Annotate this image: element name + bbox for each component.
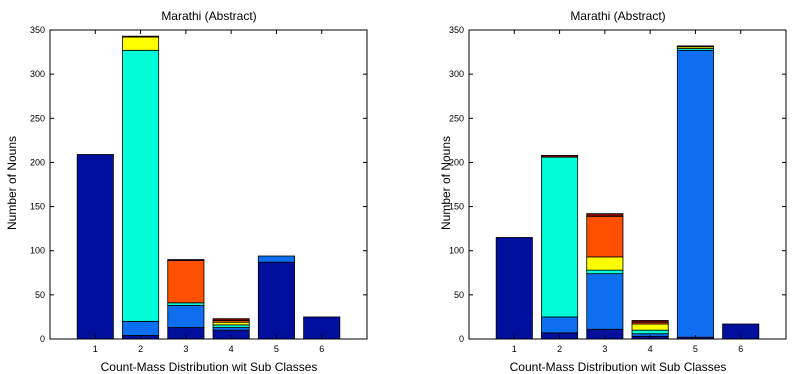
bar-segment <box>122 36 160 51</box>
bar-segment <box>586 215 624 258</box>
bar-segment <box>167 259 205 261</box>
x-tick-label: 3 <box>602 344 607 354</box>
bar-segment <box>586 269 624 275</box>
y-tick-label: 300 <box>30 69 45 79</box>
y-tick-label: 100 <box>449 246 464 256</box>
bar-segment <box>586 213 624 217</box>
bar-segment <box>122 320 160 336</box>
x-tick-label: 3 <box>183 344 188 354</box>
bar-segment <box>541 154 579 158</box>
chart-title: Marathi (Abstract) <box>161 9 256 23</box>
bar-group <box>495 45 760 340</box>
bar-segment <box>167 305 205 328</box>
x-tick-label: 4 <box>229 344 234 354</box>
bar-segment <box>586 273 624 330</box>
y-tick-label: 0 <box>40 334 45 344</box>
y-tick-label: 50 <box>35 290 45 300</box>
x-tick-label: 5 <box>693 344 698 354</box>
x-tick-label: 2 <box>138 344 143 354</box>
x-tick-label: 2 <box>557 344 562 354</box>
x-tick-label: 1 <box>512 344 517 354</box>
chart-title: Marathi (Abstract) <box>570 9 665 23</box>
chart-right: Marathi (Abstract) Number of Nouns Count… <box>439 9 787 374</box>
y-tick-label: 300 <box>449 69 464 79</box>
y-tick-label: 150 <box>30 202 45 212</box>
x-axis-label: Count-Mass Distribution wit Sub Classes <box>101 360 318 374</box>
y-tick-label: 150 <box>449 202 464 212</box>
bar-segment <box>122 49 160 322</box>
bar-segment <box>541 316 579 334</box>
x-tick-label: 5 <box>274 344 279 354</box>
bar-segment <box>257 261 295 340</box>
bar-segment <box>212 318 250 321</box>
bar-segment <box>631 323 669 331</box>
x-tick-label: 6 <box>319 344 324 354</box>
bar-segment <box>76 154 114 340</box>
y-tick-label: 250 <box>449 113 464 123</box>
y-tick-label: 200 <box>449 157 464 167</box>
bar-segment <box>257 255 295 263</box>
bar-segment <box>676 49 714 338</box>
bar-segment <box>631 320 669 323</box>
bar-segment <box>167 260 205 304</box>
x-ticks: 1 2 3 4 5 6 <box>512 30 743 354</box>
y-ticks: 0 50 100 150 200 250 300 350 <box>30 25 367 344</box>
y-tick-label: 0 <box>459 334 464 344</box>
bar-segment <box>586 256 624 271</box>
axes-box <box>468 29 787 340</box>
bar-segment <box>676 45 714 48</box>
x-tick-label: 4 <box>648 344 653 354</box>
axes-box <box>49 29 368 340</box>
x-tick-label: 1 <box>93 344 98 354</box>
y-tick-label: 250 <box>30 113 45 123</box>
bar-group <box>76 35 341 340</box>
y-tick-label: 350 <box>449 25 464 35</box>
x-axis-label: Count-Mass Distribution wit Sub Classes <box>510 360 727 374</box>
bar-segment <box>122 35 160 38</box>
chart-left: Marathi (Abstract) Number of Nouns Count… <box>5 9 368 374</box>
bar-segment <box>631 329 669 335</box>
bar-segment <box>541 156 579 318</box>
y-tick-label: 350 <box>30 25 45 35</box>
y-axis-label: Number of Nouns <box>439 136 453 230</box>
y-tick-label: 100 <box>30 246 45 256</box>
bar-segment <box>495 237 533 340</box>
x-ticks: 1 2 3 4 5 6 <box>93 30 324 354</box>
y-tick-label: 200 <box>30 157 45 167</box>
y-axis-label: Number of Nouns <box>5 136 19 230</box>
x-tick-label: 6 <box>738 344 743 354</box>
y-tick-label: 50 <box>454 290 464 300</box>
